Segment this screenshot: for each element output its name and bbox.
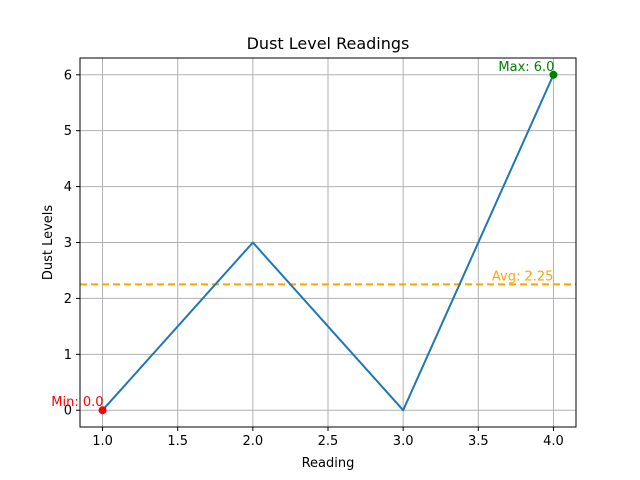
ticks: 1.0 1.5 2.0 2.5 3.0 3.5 4.0 0 1 2 3 4 5 6 [64,68,564,449]
max-point-marker [549,70,558,79]
series-line [101,74,555,412]
x-tick-label: 2.5 [318,434,339,449]
y-tick-label: 6 [64,68,72,83]
y-tick-label: 3 [64,236,72,251]
y-tick-label: 4 [64,180,72,195]
extreme-points-group [98,70,558,415]
x-tick-label: 1.0 [92,434,113,449]
x-tick-label: 3.0 [393,434,414,449]
min-annotation: Min: 0.0 [51,395,103,410]
y-axis-label: Dust Levels [41,205,56,281]
y-tick-label: 0 [64,404,72,419]
x-tick-label: 2.0 [243,434,264,449]
x-axis-label: Reading [302,456,355,471]
x-tick-label: 1.5 [167,434,188,449]
x-tick-label: 3.5 [468,434,489,449]
min-point-marker [98,406,107,415]
max-annotation: Max: 6.0 [498,60,554,75]
annotations: Min: 0.0 Max: 6.0 Avg: 2.25 [51,60,554,410]
average-annotation: Avg: 2.25 [492,269,554,284]
y-tick-label: 5 [64,124,72,139]
y-tick-label: 1 [64,348,72,363]
y-tick-label: 2 [64,292,72,307]
series-group [101,74,555,412]
chart-title: Dust Level Readings [247,34,410,53]
x-tick-label: 4.0 [543,434,564,449]
